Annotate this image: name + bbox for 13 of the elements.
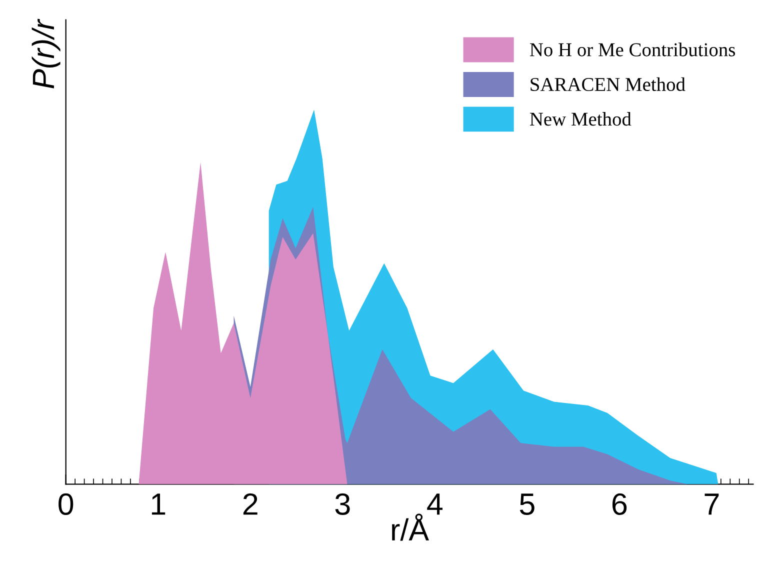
x-tick-label: 2 xyxy=(243,493,258,515)
x-axis-title: r/Å xyxy=(392,514,429,541)
x-tick-label: 7 xyxy=(704,494,719,515)
x-tick-label: 3 xyxy=(335,493,350,515)
legend-label: SARACEN Method xyxy=(530,77,686,92)
x-tick-label: 4 xyxy=(427,494,443,515)
legend-label: No H or Me Contributions xyxy=(530,42,736,56)
x-tick-label: 6 xyxy=(612,493,627,515)
y-axis-title: P(r)/r xyxy=(32,18,60,88)
legend-label: New Method xyxy=(530,112,632,126)
x-tick-label: 1 xyxy=(152,494,166,515)
x-tick-label: 5 xyxy=(520,494,534,515)
x-tick-label: 0 xyxy=(58,493,74,515)
